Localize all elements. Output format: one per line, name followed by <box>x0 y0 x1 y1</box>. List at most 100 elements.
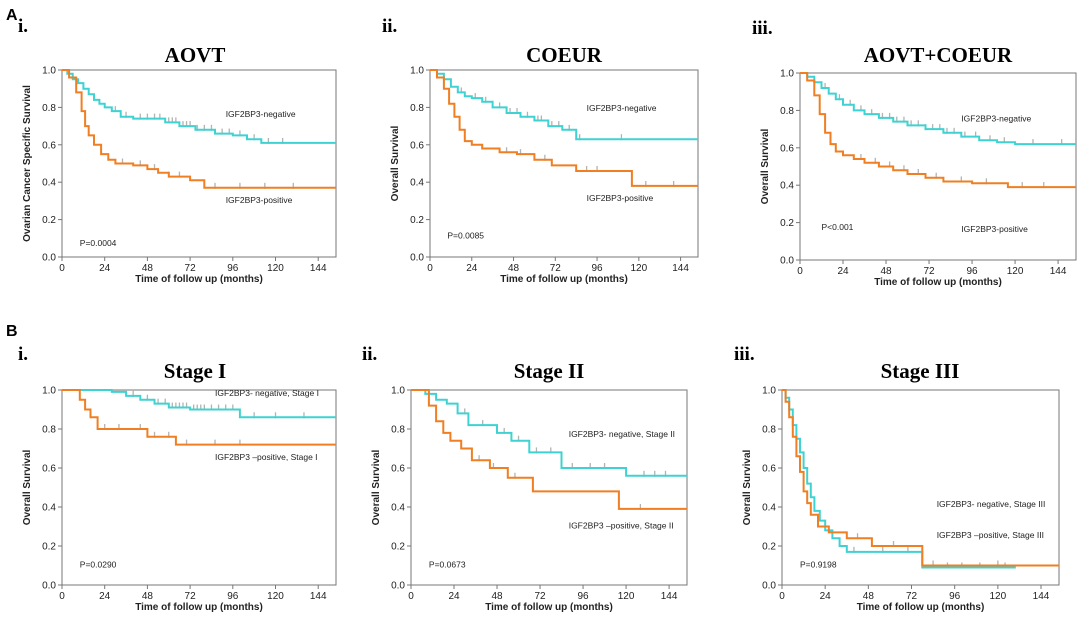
plot-frame <box>61 69 337 258</box>
x-tick-label: 24 <box>837 266 849 277</box>
x-tick-label: 72 <box>923 266 935 277</box>
survival-curve-negative <box>430 69 698 141</box>
survival-curve-negative <box>782 389 1016 569</box>
series-label: IGF2BP3-negative <box>961 114 1031 124</box>
x-tick-label: 96 <box>227 591 239 602</box>
p-value-label: P=0.9198 <box>800 559 837 569</box>
survival-curve-positive <box>62 389 336 446</box>
series-label: IGF2BP3-positive <box>226 195 293 205</box>
y-tick-label: 0.4 <box>391 503 405 514</box>
series-label: IGF2BP3 –positive, Stage I <box>215 452 318 462</box>
x-tick-label: 0 <box>59 591 65 602</box>
y-tick-label: 0.0 <box>391 581 405 592</box>
x-tick-label: 96 <box>577 591 589 602</box>
series-label: IGF2BP3-negative <box>226 109 296 119</box>
y-tick-label: 0.6 <box>762 464 776 475</box>
survival-curve-negative <box>62 389 336 419</box>
y-tick-label: 0.2 <box>762 542 776 553</box>
x-tick-label: 144 <box>1050 266 1067 277</box>
y-tick-label: 0.2 <box>42 542 56 553</box>
y-tick-label: 0.0 <box>42 253 56 264</box>
x-axis-label: Time of follow up (months) <box>874 277 1002 288</box>
y-tick-label: 0.6 <box>42 464 56 475</box>
chart-grid: i. AOVT 0.0 0.2 0.4 0.6 0.8 1.0 0 24 48 72 96 120 144 T… <box>18 16 1077 613</box>
chart-title: Stage II <box>514 359 585 383</box>
y-tick-label: 0.8 <box>780 106 794 117</box>
y-tick-label: 0.6 <box>391 464 405 475</box>
chart-title: AOVT+COEUR <box>864 43 1013 67</box>
series-label: IGF2BP3- negative, Stage I <box>215 388 319 398</box>
plot-frame <box>410 389 688 586</box>
series-label: IGF2BP3- negative, Stage III <box>937 499 1046 509</box>
y-tick-label: 0.4 <box>42 503 56 514</box>
x-tick-label: 48 <box>491 591 503 602</box>
panel-numeral: ii. <box>362 344 377 365</box>
y-tick-label: 0.0 <box>42 581 56 592</box>
km-chart-6: iii. Stage III 0.0 0.2 0.4 0.6 0.8 1.0 0 24 48 72 96… <box>734 344 1060 613</box>
y-tick-label: 0.0 <box>410 253 424 264</box>
x-tick-label: 0 <box>59 263 65 274</box>
survival-curve-positive <box>800 72 1076 189</box>
chart-title: COEUR <box>526 43 603 67</box>
panel-numeral: iii. <box>734 344 755 365</box>
x-axis-label: Time of follow up (months) <box>485 602 613 613</box>
x-tick-label: 144 <box>1033 591 1050 602</box>
y-tick-label: 0.4 <box>410 178 424 189</box>
series-label: IGF2BP3- negative, Stage II <box>569 429 675 439</box>
y-tick-label: 0.2 <box>391 542 405 553</box>
survival-curve-negative <box>62 69 336 144</box>
y-tick-label: 0.8 <box>391 425 405 436</box>
panel-numeral: ii. <box>382 16 397 37</box>
series-label: IGF2BP3 –positive, Stage II <box>569 520 674 530</box>
y-axis-label: Overall Survival <box>371 449 382 525</box>
chart-title: Stage I <box>164 359 226 383</box>
x-tick-label: 0 <box>408 591 414 602</box>
x-tick-label: 0 <box>427 263 433 274</box>
y-tick-label: 0.6 <box>410 140 424 151</box>
plot-frame <box>61 389 337 586</box>
x-tick-label: 24 <box>99 591 111 602</box>
x-tick-label: 120 <box>630 263 647 274</box>
y-tick-label: 0.8 <box>410 103 424 114</box>
y-tick-label: 1.0 <box>762 386 776 397</box>
p-value-label: P=0.0085 <box>447 230 484 240</box>
x-tick-label: 48 <box>142 591 154 602</box>
x-tick-label: 96 <box>949 591 961 602</box>
plot-frame <box>781 389 1060 586</box>
y-tick-label: 0.8 <box>42 103 56 114</box>
y-tick-label: 1.0 <box>410 66 424 77</box>
x-tick-label: 144 <box>661 591 678 602</box>
km-chart-2: ii. COEUR 0.0 0.2 0.4 0.6 0.8 1.0 0 24 48 72 96 120 14… <box>382 16 699 285</box>
y-axis-label: Overall Survival <box>760 128 771 204</box>
x-axis-label: Time of follow up (months) <box>857 602 985 613</box>
survival-curve-positive <box>430 69 698 187</box>
series-label: IGF2BP3-positive <box>961 224 1028 234</box>
x-tick-label: 0 <box>779 591 785 602</box>
y-tick-label: 0.4 <box>762 503 776 514</box>
y-tick-label: 0.2 <box>780 218 794 229</box>
y-tick-label: 0.6 <box>42 140 56 151</box>
series-label: IGF2BP3 –positive, Stage III <box>937 530 1044 540</box>
y-axis-label: Ovarian Cancer Specific Survival <box>22 85 33 242</box>
y-tick-label: 0.0 <box>762 581 776 592</box>
x-tick-label: 96 <box>227 263 239 274</box>
section-label-b: B <box>6 323 18 340</box>
y-tick-label: 0.2 <box>410 215 424 226</box>
x-axis-label: Time of follow up (months) <box>500 274 628 285</box>
x-tick-label: 144 <box>310 263 327 274</box>
panel-numeral: i. <box>18 344 28 365</box>
y-tick-label: 0.2 <box>42 215 56 226</box>
y-axis-label: Overall Survival <box>390 125 401 201</box>
y-tick-label: 1.0 <box>780 69 794 80</box>
plot-frame <box>429 69 699 258</box>
x-tick-label: 120 <box>618 591 635 602</box>
chart-title: AOVT <box>165 43 226 67</box>
panel-numeral: i. <box>18 16 28 37</box>
x-tick-label: 96 <box>966 266 978 277</box>
y-tick-label: 0.4 <box>42 178 56 189</box>
x-tick-label: 72 <box>906 591 918 602</box>
x-tick-label: 24 <box>466 263 478 274</box>
x-tick-label: 0 <box>797 266 803 277</box>
x-axis-label: Time of follow up (months) <box>135 274 263 285</box>
plot-frame <box>799 72 1077 261</box>
